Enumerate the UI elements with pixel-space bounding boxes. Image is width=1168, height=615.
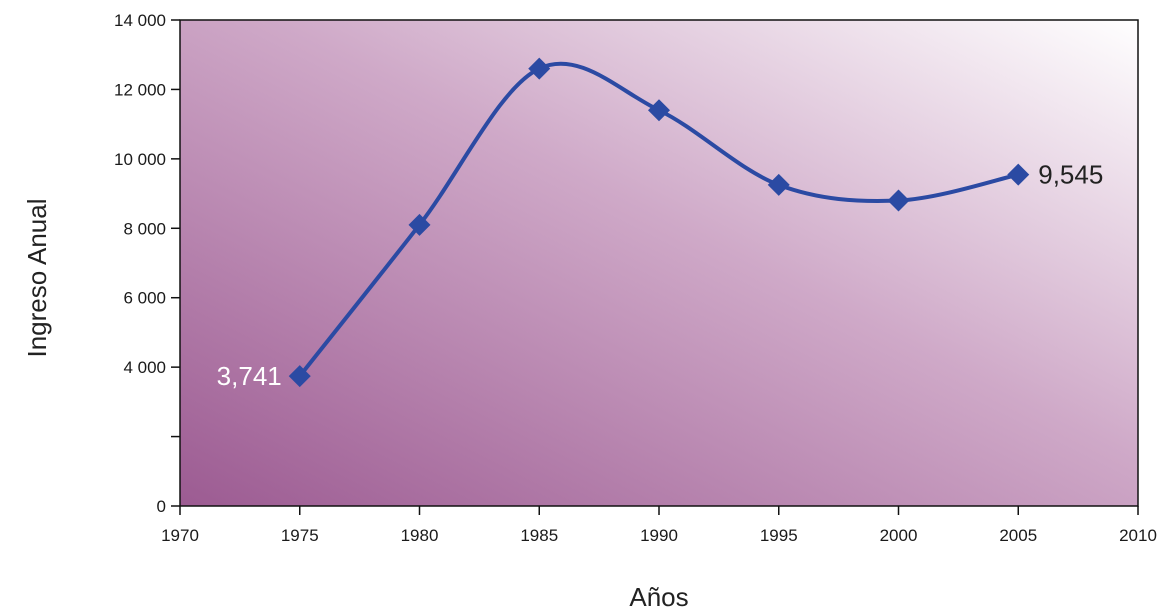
data-point xyxy=(887,189,910,212)
data-point xyxy=(648,99,670,122)
x-tick-label: 1975 xyxy=(281,526,319,545)
data-point xyxy=(528,57,551,80)
y-tick-label: 10 000 xyxy=(114,150,166,169)
y-tick-label: 14 000 xyxy=(114,11,166,30)
x-tick-label: 1980 xyxy=(401,526,439,545)
y-tick-label: 12 000 xyxy=(114,80,166,99)
data-label: 9,545 xyxy=(1038,160,1103,190)
x-tick-label: 1995 xyxy=(760,526,798,545)
y-tick-label: 8 000 xyxy=(123,219,166,238)
x-axis: 1970 1975 1980 1985 1990 1995 2000 2005 2010 xyxy=(161,506,1157,545)
x-tick-label: 1990 xyxy=(640,526,678,545)
data-point xyxy=(408,213,431,236)
y-tick-label: 0 xyxy=(157,497,166,516)
x-tick-label: 2005 xyxy=(999,526,1037,545)
data-label: 3,741 xyxy=(217,361,282,391)
data-point xyxy=(288,365,311,388)
data-point xyxy=(767,173,790,196)
series-layer xyxy=(288,57,1030,388)
y-axis-title: Ingreso Anual xyxy=(22,198,52,357)
x-tick-label: 1970 xyxy=(161,526,199,545)
x-tick-label: 1985 xyxy=(520,526,558,545)
y-tick-label: 4 000 xyxy=(123,358,166,377)
data-labels: 3,741 9,545 xyxy=(217,160,1104,391)
data-point xyxy=(1007,163,1030,186)
y-tick-label: 6 000 xyxy=(123,289,166,308)
x-tick-label: 2010 xyxy=(1119,526,1157,545)
x-axis-title: Años xyxy=(629,582,688,612)
x-tick-label: 2000 xyxy=(880,526,918,545)
y-axis: 0 4 000 6 000 8 000 10 000 12 000 14 000 xyxy=(114,11,180,516)
plot-area xyxy=(179,19,1139,507)
